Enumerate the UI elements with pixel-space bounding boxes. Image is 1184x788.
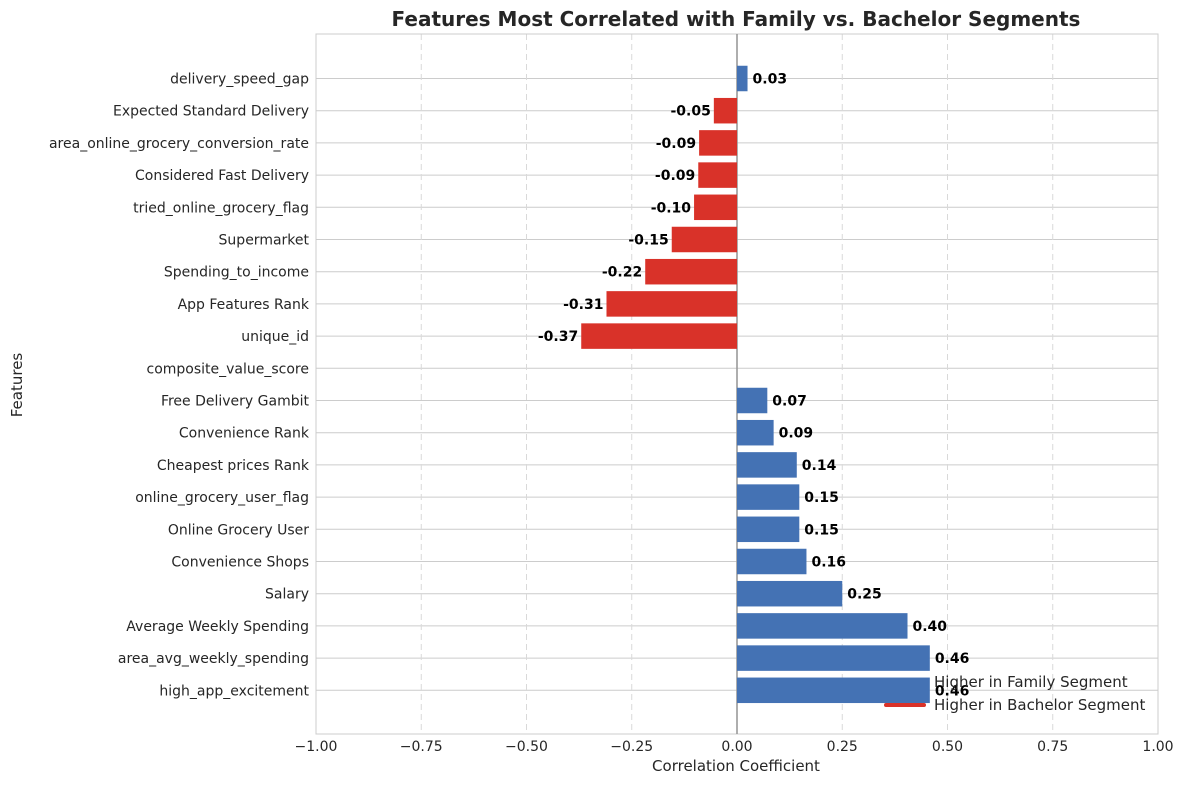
bar [737,548,807,575]
chart-title: Features Most Correlated with Family vs.… [392,7,1081,31]
x-tick-labels: −1.00 −0.75 −0.50 −0.25 0.00 0.25 0.50 0.75 1.00 [295,739,1174,755]
category-label: high_app_excitement [159,683,309,699]
category-label: App Features Rank [178,297,310,313]
bar [737,452,797,478]
category-label: Convenience Shops [171,555,309,571]
category-label: unique_id [241,329,309,345]
category-label: Free Delivery Gambit [161,394,310,410]
bar [737,484,800,510]
value-label: -0.05 [670,104,710,120]
bar [606,291,737,317]
x-tick-label: 0.50 [932,739,963,755]
bars [581,65,930,704]
value-label: -0.31 [563,297,603,313]
value-label: 0.09 [779,426,814,442]
category-label: tried_online_grocery_flag [133,200,309,216]
bar [645,258,737,285]
value-label: -0.09 [656,136,696,152]
bar [737,516,800,543]
category-label: Considered Fast Delivery [135,168,309,184]
value-label: 0.25 [847,587,882,603]
bar [698,162,737,188]
bar [699,130,737,156]
category-label: Convenience Rank [179,426,310,442]
value-labels: 0.03 -0.05 -0.09 -0.09 -0.10 -0.15 -0.22 -0.31 -… [538,72,969,700]
bar [737,65,748,92]
bar [737,419,774,446]
bar [713,97,737,124]
bar [737,645,930,671]
x-tick-label: −0.75 [400,739,443,755]
x-tick-label: −0.50 [505,739,548,755]
value-label: 0.03 [753,72,788,88]
y-tick-labels: delivery_speed_gap Expected Standard Deli… [49,72,310,700]
legend-label: Higher in Family Segment [934,673,1128,691]
category-label: delivery_speed_gap [170,72,309,88]
category-label: Spending_to_income [164,265,309,281]
category-label: Cheapest prices Rank [157,458,310,474]
category-label: Online Grocery User [168,522,309,538]
value-label: 0.40 [913,619,948,635]
value-label: -0.37 [538,329,578,345]
value-label: -0.22 [602,265,642,281]
bar [737,387,768,414]
x-tick-label: 0.25 [827,739,858,755]
value-label: -0.15 [628,233,668,249]
y-axis-label: Features [8,353,26,418]
category-label: area_online_grocery_conversion_rate [49,136,309,152]
bar [581,323,737,349]
bar [694,194,737,221]
x-tick-label: 0.00 [721,739,752,755]
x-tick-label: −0.25 [610,739,653,755]
x-axis-label: Correlation Coefficient [652,757,820,775]
value-label: 0.46 [935,683,970,699]
category-label: Average Weekly Spending [126,619,309,635]
bar [737,580,843,607]
value-label: 0.15 [804,522,839,538]
category-label: Supermarket [219,233,310,249]
value-label: 0.16 [811,555,846,571]
category-label: area_avg_weekly_spending [118,651,309,667]
legend-label: Higher in Bachelor Segment [934,696,1145,714]
legend: Higher in Family Segment Higher in Bachel… [884,673,1145,714]
category-label: Salary [265,587,309,603]
x-tick-label: −1.00 [295,739,338,755]
value-label: 0.14 [802,458,837,474]
value-label: 0.07 [772,394,807,410]
value-label: -0.10 [651,200,692,216]
value-label: 0.46 [935,651,970,667]
category-label: composite_value_score [147,361,310,377]
value-label: 0.15 [804,490,839,506]
category-label: online_grocery_user_flag [135,490,309,506]
bar [737,613,908,639]
value-label: -0.09 [655,168,695,184]
category-label: Expected Standard Delivery [113,104,309,120]
x-tick-label: 0.75 [1037,739,1068,755]
x-tick-label: 1.00 [1142,739,1173,755]
bar [671,226,737,253]
